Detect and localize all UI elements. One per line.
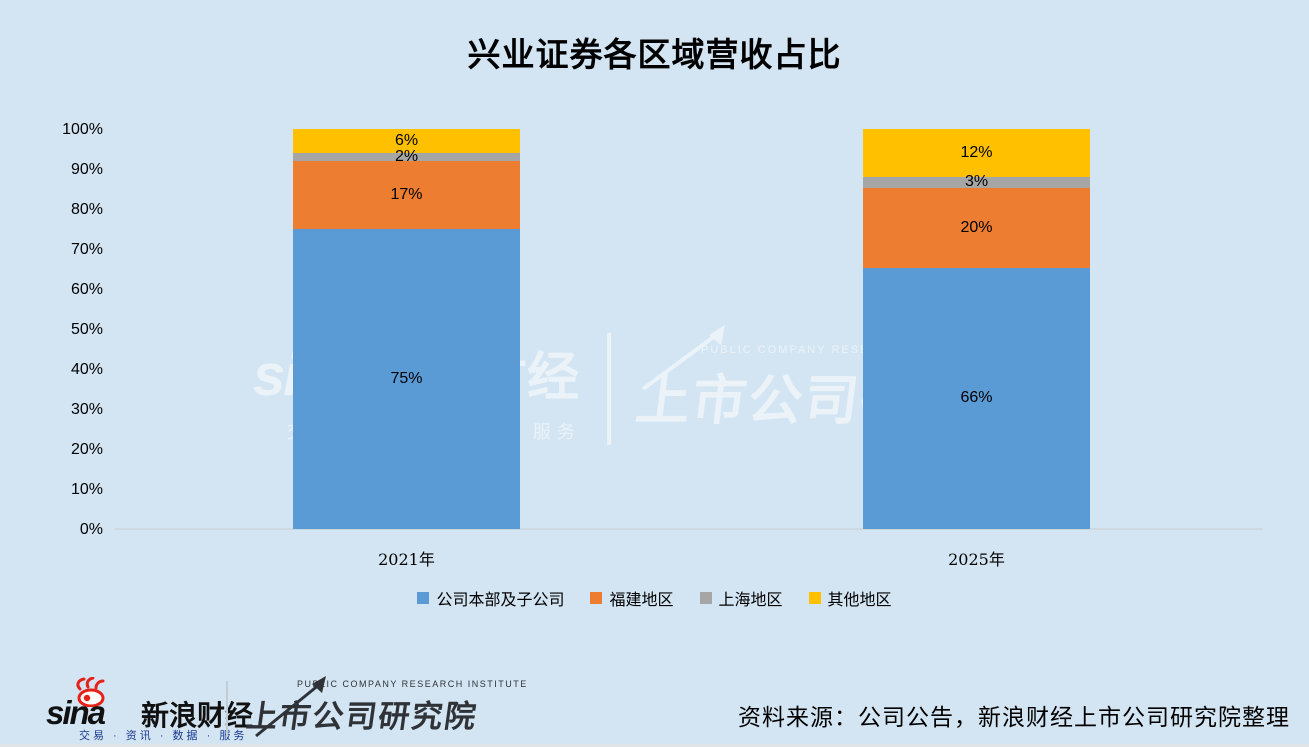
data-source-text: 资料来源：公司公告，新浪财经上市公司研究院整理 — [738, 704, 1290, 730]
footer-bottom-strip — [0, 744, 1309, 747]
bar-segment: 66% — [863, 267, 1090, 529]
y-tick-label: 10% — [70, 481, 103, 498]
bar-segment: 6% — [293, 129, 520, 153]
y-tick-label: 50% — [70, 321, 103, 338]
sina-finance-text: 新浪财经 — [141, 700, 254, 731]
segment-value-label: 20% — [960, 219, 993, 237]
legend-swatch-icon — [417, 592, 430, 604]
legend-label: 其他地区 — [827, 590, 892, 609]
segment-value-label: 75% — [390, 370, 423, 387]
y-tick-label: 0% — [79, 521, 103, 538]
legend-label: 上海地区 — [718, 590, 783, 609]
chart-legend: 公司本部及子公司 福建地区 上海地区 其他地区 — [0, 586, 1309, 610]
x-category-label: 2021年 — [378, 550, 435, 569]
y-tick-label: 20% — [70, 441, 103, 458]
legend-item: 公司本部及子公司 — [417, 586, 564, 610]
institute-cn-text: 上市公司研究院 — [244, 699, 481, 734]
x-axis-labels: 2021年 2025年 — [115, 546, 1263, 570]
bar-segment: 17% — [293, 161, 520, 229]
segment-value-label: 12% — [960, 143, 993, 161]
segment-value-label: 66% — [960, 389, 993, 407]
legend-swatch-icon — [699, 592, 712, 604]
x-axis-line — [115, 528, 1263, 530]
stacked-bar-2021年: 75% 17% 2% 6% — [293, 129, 520, 529]
bar-segment: 12% — [863, 129, 1090, 177]
segment-value-label: 17% — [390, 186, 423, 203]
chart-title: 兴业证券各区域营收占比 — [467, 36, 842, 73]
y-tick-label: 60% — [70, 281, 103, 298]
institute-arrow-icon — [255, 676, 326, 738]
legend-swatch-icon — [808, 592, 821, 604]
bar-segment: 3% — [863, 173, 1090, 191]
legend-item: 福建地区 — [590, 586, 674, 610]
bar-segment: 75% — [293, 229, 520, 529]
sina-eye-icon — [76, 677, 105, 707]
segment-value-label: 3% — [964, 173, 989, 191]
sina-tagline: 交易 · 资讯 · 数据 · 服务 — [79, 730, 248, 742]
y-tick-label: 100% — [62, 121, 103, 138]
x-category-label: 2025年 — [948, 550, 1005, 569]
segment-value-label: 2% — [394, 148, 419, 165]
y-tick-label: 90% — [70, 161, 103, 178]
legend-label: 公司本部及子公司 — [436, 590, 565, 609]
stacked-bar-2025年: 66% 20% 3% 12% — [863, 129, 1090, 529]
legend-item: 其他地区 — [808, 586, 892, 610]
bar-segment: 2% — [293, 149, 520, 165]
legend-label: 福建地区 — [609, 590, 674, 609]
institute-en-text: PUBLIC COMPANY RESEARCH INSTITUTE — [297, 679, 528, 689]
segment-value-label: 6% — [394, 132, 419, 149]
y-tick-label: 30% — [70, 401, 103, 418]
footer-logo-divider — [226, 681, 228, 737]
plot-area: 0% 10% 20% 30% 40% 50% 60% 70% 80% 90% 100% 75% 17% 2… — [62, 121, 1263, 538]
legend-swatch-icon — [590, 592, 603, 604]
bar-segment: 20% — [863, 188, 1090, 268]
y-tick-label: 80% — [70, 201, 103, 218]
sina-logo-text: sina — [46, 694, 106, 731]
y-tick-label: 70% — [70, 241, 103, 258]
y-tick-label: 40% — [70, 361, 103, 378]
legend-item: 上海地区 — [699, 586, 783, 610]
